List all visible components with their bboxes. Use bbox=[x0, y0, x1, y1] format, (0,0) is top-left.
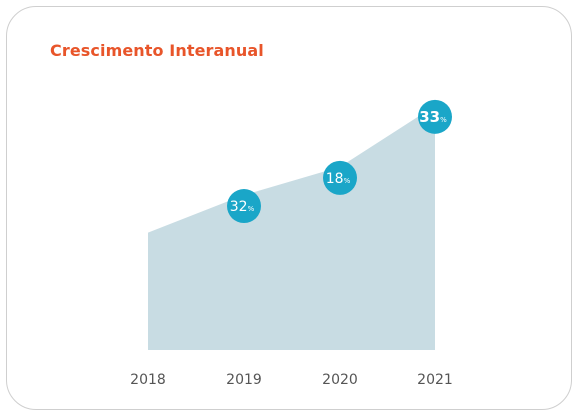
x-tick-label: 2020 bbox=[322, 372, 358, 388]
data-label: 33% bbox=[419, 108, 447, 126]
x-tick-label: 2021 bbox=[417, 372, 453, 388]
data-point-marker bbox=[227, 189, 261, 224]
data-point-marker bbox=[418, 99, 452, 134]
data-label: 18% bbox=[326, 171, 351, 187]
data-label: 32% bbox=[230, 199, 255, 215]
x-tick-label: 2018 bbox=[130, 372, 166, 388]
data-point-marker bbox=[323, 160, 357, 195]
x-tick-label: 2019 bbox=[226, 372, 262, 388]
growth-area bbox=[148, 105, 435, 350]
chart-title: Crescimento Interanual bbox=[50, 41, 264, 60]
